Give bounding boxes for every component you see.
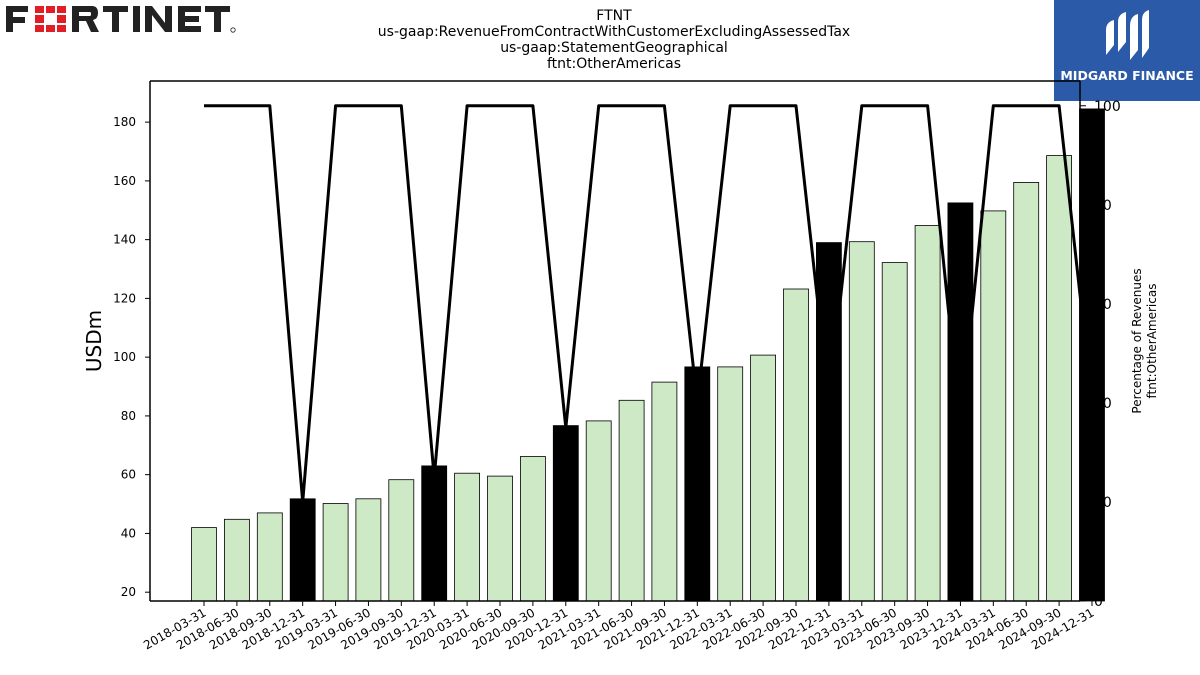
bar xyxy=(783,288,809,602)
bar xyxy=(454,472,481,602)
y2-axis-label: ftnt:OtherAmericas xyxy=(1145,284,1159,399)
y-tick-label: 120 xyxy=(113,291,136,305)
bar xyxy=(651,381,678,602)
y2-axis-ticks: 0 20 40 60 80 100 xyxy=(1080,99,1121,610)
percentage-line xyxy=(204,104,1094,504)
y2-tick-label: 80 xyxy=(1094,198,1112,214)
y2-tick-label: 0 xyxy=(1094,594,1103,610)
y-tick-label: 80 xyxy=(121,409,136,423)
bar xyxy=(1013,181,1040,602)
y-tick-label: 160 xyxy=(113,174,136,188)
bar xyxy=(914,225,941,602)
axes xyxy=(149,80,1081,602)
chart-title: FTNTus-gaap:RevenueFromContractWithCusto… xyxy=(378,8,850,72)
bar xyxy=(256,512,283,602)
bar xyxy=(1079,108,1105,602)
bar xyxy=(355,498,382,602)
bar xyxy=(388,479,415,602)
bar xyxy=(750,354,776,602)
y2-tick-label: 20 xyxy=(1094,495,1112,511)
y-tick-label: 180 xyxy=(113,115,136,129)
fortinet-logo-mark xyxy=(6,6,236,33)
bar xyxy=(487,475,513,602)
bar xyxy=(421,465,448,602)
fortinet-logo xyxy=(4,4,236,34)
percentage-line-series xyxy=(204,104,1094,504)
x-axis-ticks: 2018-03-312018-06-302018-09-302018-12-31… xyxy=(141,601,1097,652)
bar xyxy=(552,425,579,602)
logo-letter-f xyxy=(6,6,28,32)
y-tick-label: 60 xyxy=(121,468,136,482)
bar xyxy=(816,242,842,602)
bar xyxy=(191,527,217,602)
y-tick-label: 20 xyxy=(121,585,136,599)
bar xyxy=(684,366,711,602)
y2-tick-label: 60 xyxy=(1094,297,1112,313)
chart-title-line: us-gaap:RevenueFromContractWithCustomerE… xyxy=(378,24,850,40)
chart-title-line: ftnt:OtherAmericas xyxy=(547,56,681,72)
bar xyxy=(848,241,875,602)
bar xyxy=(947,202,974,602)
y-tick-label: 40 xyxy=(121,526,136,540)
chart-title-line: us-gaap:StatementGeographical xyxy=(500,40,728,56)
y-tick-label: 140 xyxy=(113,233,136,247)
bar xyxy=(717,366,744,602)
logo-letter-n xyxy=(145,6,172,32)
logo-letter-t2 xyxy=(205,6,230,32)
bar xyxy=(881,262,908,602)
bar xyxy=(1046,155,1072,602)
y-axis-label: USDm xyxy=(82,310,106,372)
bar xyxy=(289,498,316,602)
bar xyxy=(223,518,250,602)
logo-letter-i xyxy=(133,6,140,32)
midgard-finance-text: MIDGARD FINANCE xyxy=(1060,68,1194,83)
bar xyxy=(322,503,349,602)
y2-tick-label: 40 xyxy=(1094,396,1112,412)
y-axis-ticks: 20 40 60 80 100 120 140 160 180 xyxy=(113,115,150,599)
axis-labels: USDm Percentage of Revenues ftnt:OtherAmer… xyxy=(82,268,1159,413)
bar-series xyxy=(191,108,1105,602)
logo-letter-r xyxy=(72,6,99,32)
registered-mark-icon xyxy=(230,27,236,33)
y2-axis-label: Percentage of Revenues xyxy=(1130,268,1144,413)
logo-letter-o xyxy=(35,6,66,32)
bar xyxy=(618,399,645,602)
bar xyxy=(520,456,546,602)
chart-title-line: FTNT xyxy=(596,8,632,24)
y-tick-label: 100 xyxy=(113,350,136,364)
midgard-emblem-icon xyxy=(1106,10,1149,60)
midgard-finance-logo: MIDGARD FINANCE xyxy=(1054,0,1200,101)
logo-letter-t1 xyxy=(103,6,128,32)
y2-tick-label: 100 xyxy=(1094,99,1121,115)
bar xyxy=(980,210,1007,602)
bar xyxy=(585,420,612,602)
logo-letter-e xyxy=(178,6,201,32)
